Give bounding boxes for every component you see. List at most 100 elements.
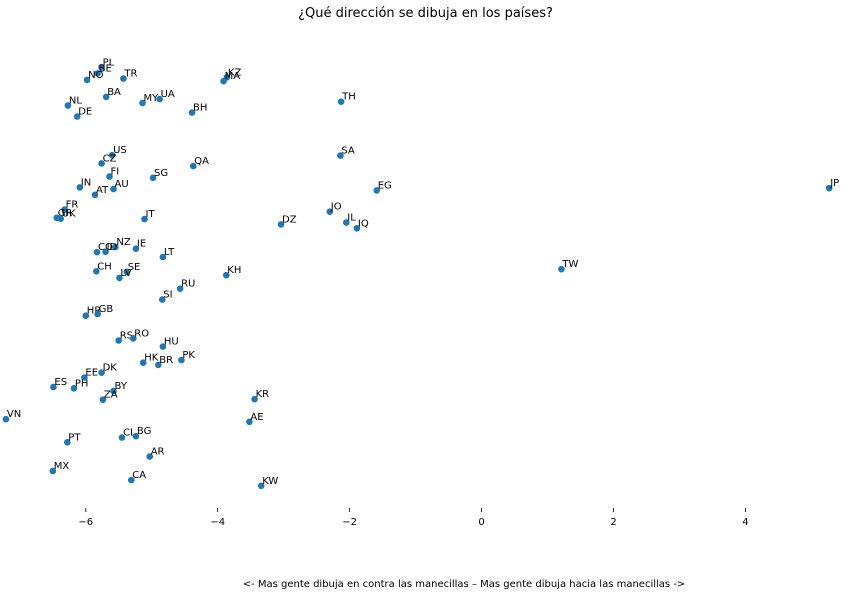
data-point-lt (159, 253, 167, 261)
data-point-sg (149, 174, 157, 182)
point-label-fr: FR (66, 200, 79, 211)
point-label-iq: IQ (358, 218, 369, 229)
point-label-hu: HU (164, 337, 179, 348)
data-point-dk (98, 369, 105, 377)
data-point-ca (128, 476, 135, 484)
data-point-ru (176, 285, 184, 293)
point-label-pl: PL (103, 57, 115, 68)
point-label-ch: CH (97, 261, 112, 272)
data-point-th (337, 98, 345, 105)
point-label-us: US (113, 145, 127, 156)
x-axis-label: <- Mas gente dibuja en contra las maneci… (243, 579, 686, 590)
data-point-mx (49, 467, 57, 475)
point-label-de: DE (78, 107, 92, 118)
point-label-gr: GR (58, 208, 73, 219)
x-axis: −6 −4 −2 0 2 4 (78, 508, 749, 528)
point-label-es: ES (54, 377, 67, 388)
data-point-qa (190, 162, 197, 170)
point-label-tw: TW (561, 259, 578, 270)
data-point-co (93, 248, 101, 256)
data-point-kr (251, 395, 258, 403)
x-tick-label: 0 (478, 517, 484, 528)
point-label-sg: SG (154, 168, 168, 179)
point-label-th: TH (341, 92, 356, 103)
point-label-uk: UK (62, 209, 76, 220)
data-point-tw (558, 265, 565, 273)
data-point-au (110, 185, 117, 193)
data-point-us (108, 151, 116, 159)
data-point-be (94, 70, 101, 77)
point-label-in: IN (81, 177, 91, 188)
point-label-pt: PT (68, 432, 81, 443)
data-point-at (91, 191, 99, 199)
point-label-ua: UA (161, 89, 175, 100)
point-label-il: IL (347, 213, 356, 224)
data-point-ch (93, 268, 100, 275)
data-point-uk (57, 215, 64, 222)
data-point-ba (102, 93, 110, 101)
data-point-hr (82, 312, 90, 320)
point-label-ar: AR (151, 447, 165, 458)
data-point-jp (825, 184, 833, 192)
point-label-no: NO (88, 70, 103, 81)
data-point-pt (64, 439, 71, 446)
point-label-bh: BH (193, 103, 207, 114)
point-label-ru: RU (181, 279, 195, 290)
point-label-tr: TR (123, 69, 137, 80)
point-label-pk: PK (182, 350, 195, 361)
point-label-dk: DK (103, 363, 118, 374)
point-label-ie: IE (137, 239, 146, 250)
point-label-nz: NZ (116, 237, 130, 248)
point-label-jp: JP (829, 178, 839, 189)
x-tick-label: −6 (78, 517, 93, 528)
data-point-de (73, 113, 81, 120)
x-tick-label: 4 (742, 517, 748, 528)
point-label-au: AU (115, 179, 129, 190)
point-label-qa: QA (194, 156, 209, 167)
data-point-se (123, 268, 130, 276)
data-point-bg (132, 432, 140, 440)
data-point-cl (118, 434, 126, 441)
point-label-ca: CA (132, 470, 146, 481)
point-label-bg: BG (137, 426, 151, 437)
point-label-kr: KR (256, 389, 270, 400)
point-label-co: CO (98, 242, 113, 253)
data-point-gb (94, 310, 101, 318)
data-point-ae (246, 418, 253, 426)
data-point-fi (106, 173, 113, 180)
x-tick-label: −4 (210, 517, 225, 528)
point-label-gb: GB (99, 304, 114, 315)
point-label-mx: MX (54, 461, 70, 472)
data-point-hk (139, 359, 147, 367)
data-point-za (99, 396, 107, 404)
data-point-ie (132, 245, 140, 252)
data-point-kw (257, 482, 265, 490)
point-label-dz: DZ (282, 214, 297, 225)
point-label-se: SE (128, 262, 141, 273)
point-label-id: ID (107, 242, 118, 253)
data-point-it (141, 215, 148, 223)
point-label-cz: CZ (103, 153, 117, 164)
data-point-eg (373, 187, 381, 194)
point-label-rs: RS (120, 331, 133, 342)
data-point-rs (115, 337, 122, 344)
point-label-za: ZA (104, 390, 118, 401)
data-point-vn (2, 415, 10, 423)
data-point-br (155, 361, 162, 369)
point-label-eg: EG (378, 180, 392, 191)
data-point-kh (223, 271, 230, 279)
data-point-my (139, 99, 146, 107)
data-point-by (110, 387, 117, 395)
point-label-kh: KH (227, 265, 241, 276)
data-point-dz (277, 221, 285, 228)
data-point-ph (70, 385, 78, 392)
point-label-ma: MA (225, 71, 241, 82)
point-label-ro: RO (134, 328, 149, 339)
data-point-bh (188, 109, 196, 116)
point-label-my: MY (144, 93, 160, 104)
x-tick-label: 2 (610, 517, 616, 528)
data-point-il (343, 219, 350, 226)
data-point-ee (81, 374, 88, 381)
point-label-hr: HR (87, 306, 102, 317)
